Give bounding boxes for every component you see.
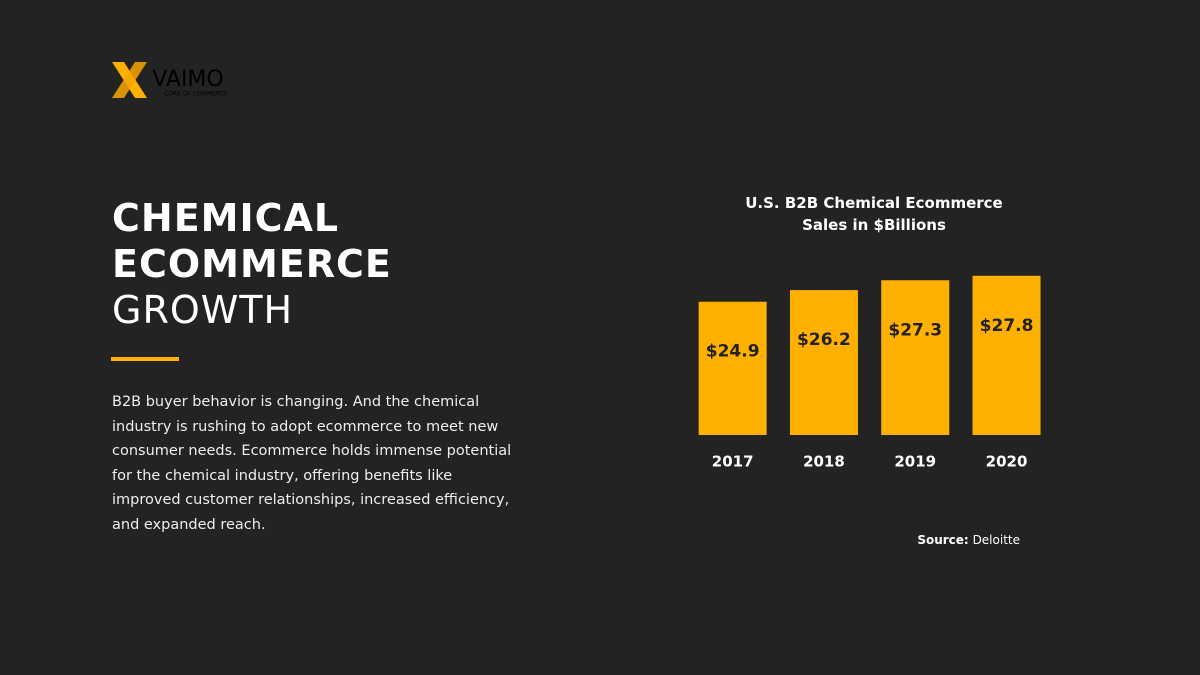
x-tick-label: 2017 bbox=[712, 453, 754, 471]
source-label: Source: bbox=[917, 533, 969, 547]
heading-line: ECOMMERCE bbox=[112, 242, 392, 286]
chart-title: U.S. B2B Chemical Ecommerce Sales in $Bi… bbox=[745, 194, 1003, 234]
logo-name: VAIMO bbox=[152, 67, 223, 92]
bar bbox=[698, 301, 767, 435]
logo-tagline: CORE OF COMMERCE bbox=[164, 91, 228, 98]
value-label: $27.8 bbox=[980, 316, 1034, 336]
x-tick-label: 2018 bbox=[803, 453, 845, 471]
bar bbox=[789, 290, 858, 435]
heading-line: CHEMICAL bbox=[112, 196, 340, 240]
body-text: B2B buyer behavior is changing. And the … bbox=[112, 394, 512, 533]
value-label: $24.9 bbox=[706, 342, 760, 362]
value-label: $27.3 bbox=[888, 320, 942, 340]
bar bbox=[881, 280, 950, 435]
logo-mark bbox=[112, 62, 147, 98]
value-label: $26.2 bbox=[797, 330, 851, 350]
heading: CHEMICAL ECOMMERCE GROWTH bbox=[112, 195, 392, 333]
bar bbox=[972, 275, 1041, 435]
source-name: Deloitte bbox=[972, 533, 1020, 547]
accent-rule bbox=[111, 357, 179, 361]
x-tick-label: 2019 bbox=[894, 453, 936, 471]
x-tick-label: 2020 bbox=[986, 453, 1028, 471]
source: Source: Deloitte bbox=[860, 533, 1020, 547]
heading-light: GROWTH bbox=[112, 288, 294, 332]
